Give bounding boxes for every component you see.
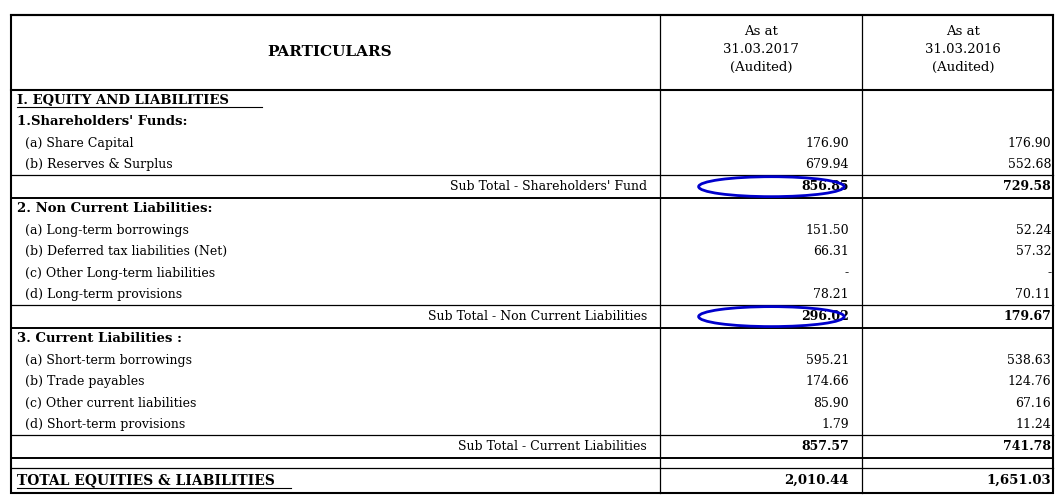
Text: 741.78: 741.78 — [1003, 440, 1051, 453]
Text: (c) Other current liabilities: (c) Other current liabilities — [17, 396, 197, 409]
Text: -: - — [845, 267, 849, 280]
Text: (a) Short-term borrowings: (a) Short-term borrowings — [17, 354, 192, 367]
Text: PARTICULARS: PARTICULARS — [267, 45, 393, 59]
Text: 595.21: 595.21 — [805, 354, 849, 367]
Text: 124.76: 124.76 — [1008, 375, 1051, 388]
Text: Sub Total - Shareholders' Fund: Sub Total - Shareholders' Fund — [450, 180, 647, 193]
Text: (c) Other Long-term liabilities: (c) Other Long-term liabilities — [17, 267, 215, 280]
Text: -: - — [1047, 267, 1051, 280]
Text: 679.94: 679.94 — [805, 158, 849, 171]
Text: (b) Reserves & Surplus: (b) Reserves & Surplus — [17, 158, 172, 171]
Text: 856.85: 856.85 — [801, 180, 849, 193]
Text: 1.Shareholders' Funds:: 1.Shareholders' Funds: — [17, 115, 187, 128]
Text: TOTAL EQUITIES & LIABILITIES: TOTAL EQUITIES & LIABILITIES — [17, 473, 275, 487]
Text: I. EQUITY AND LIABILITIES: I. EQUITY AND LIABILITIES — [17, 94, 229, 107]
Text: 57.32: 57.32 — [1016, 245, 1051, 258]
Text: Sub Total - Non Current Liabilities: Sub Total - Non Current Liabilities — [428, 310, 647, 323]
Text: (d) Short-term provisions: (d) Short-term provisions — [17, 418, 185, 431]
Text: 552.68: 552.68 — [1008, 158, 1051, 171]
Text: 70.11: 70.11 — [1015, 288, 1051, 301]
Text: 11.24: 11.24 — [1015, 418, 1051, 431]
Text: (b) Trade payables: (b) Trade payables — [17, 375, 145, 388]
Text: 2,010.44: 2,010.44 — [784, 474, 849, 487]
Text: 729.58: 729.58 — [1003, 180, 1051, 193]
Text: 85.90: 85.90 — [814, 396, 849, 409]
Text: As at
31.03.2017
(Audited): As at 31.03.2017 (Audited) — [722, 25, 799, 74]
Text: 296.02: 296.02 — [801, 310, 849, 323]
Text: (a) Long-term borrowings: (a) Long-term borrowings — [17, 224, 189, 237]
Text: 3. Current Liabilities :: 3. Current Liabilities : — [17, 332, 182, 345]
Text: (d) Long-term provisions: (d) Long-term provisions — [17, 288, 182, 301]
Text: (a) Share Capital: (a) Share Capital — [17, 137, 133, 150]
Text: 176.90: 176.90 — [805, 137, 849, 150]
Text: 151.50: 151.50 — [805, 224, 849, 237]
Text: 1.79: 1.79 — [821, 418, 849, 431]
Text: 67.16: 67.16 — [1015, 396, 1051, 409]
Text: 538.63: 538.63 — [1008, 354, 1051, 367]
Text: 1,651.03: 1,651.03 — [986, 474, 1051, 487]
Text: Sub Total - Current Liabilities: Sub Total - Current Liabilities — [459, 440, 647, 453]
Text: 78.21: 78.21 — [814, 288, 849, 301]
Text: 66.31: 66.31 — [813, 245, 849, 258]
Text: 52.24: 52.24 — [1016, 224, 1051, 237]
Text: 179.67: 179.67 — [1003, 310, 1051, 323]
Text: 174.66: 174.66 — [805, 375, 849, 388]
Text: 2. Non Current Liabilities:: 2. Non Current Liabilities: — [17, 202, 213, 215]
Text: 857.57: 857.57 — [801, 440, 849, 453]
Text: 176.90: 176.90 — [1008, 137, 1051, 150]
Text: As at
31.03.2016
(Audited): As at 31.03.2016 (Audited) — [925, 25, 1001, 74]
Text: (b) Deferred tax liabilities (Net): (b) Deferred tax liabilities (Net) — [17, 245, 227, 258]
